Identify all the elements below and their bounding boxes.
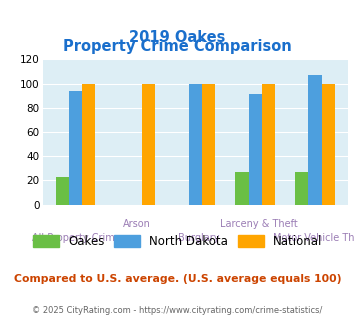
Text: All Property Crime: All Property Crime	[32, 233, 121, 243]
Text: © 2025 CityRating.com - https://www.cityrating.com/crime-statistics/: © 2025 CityRating.com - https://www.city…	[32, 306, 323, 315]
Text: 2019 Oakes: 2019 Oakes	[129, 30, 226, 45]
Bar	[142, 83, 155, 205]
Text: Larceny & Theft: Larceny & Theft	[220, 219, 298, 229]
Bar	[56, 177, 69, 205]
Bar	[69, 91, 82, 205]
Bar	[202, 83, 215, 205]
Bar	[189, 83, 202, 205]
Text: Property Crime Comparison: Property Crime Comparison	[63, 40, 292, 54]
Bar	[235, 172, 248, 205]
Text: Compared to U.S. average. (U.S. average equals 100): Compared to U.S. average. (U.S. average …	[14, 274, 341, 284]
Legend: Oakes, North Dakota, National: Oakes, North Dakota, National	[28, 230, 327, 253]
Bar	[248, 94, 262, 205]
Text: Burglary: Burglary	[178, 233, 219, 243]
Bar	[295, 172, 308, 205]
Bar	[308, 75, 322, 205]
Bar	[82, 83, 95, 205]
Text: Motor Vehicle Theft: Motor Vehicle Theft	[273, 233, 355, 243]
Bar	[322, 83, 335, 205]
Bar	[262, 83, 275, 205]
Text: Arson: Arson	[123, 219, 151, 229]
